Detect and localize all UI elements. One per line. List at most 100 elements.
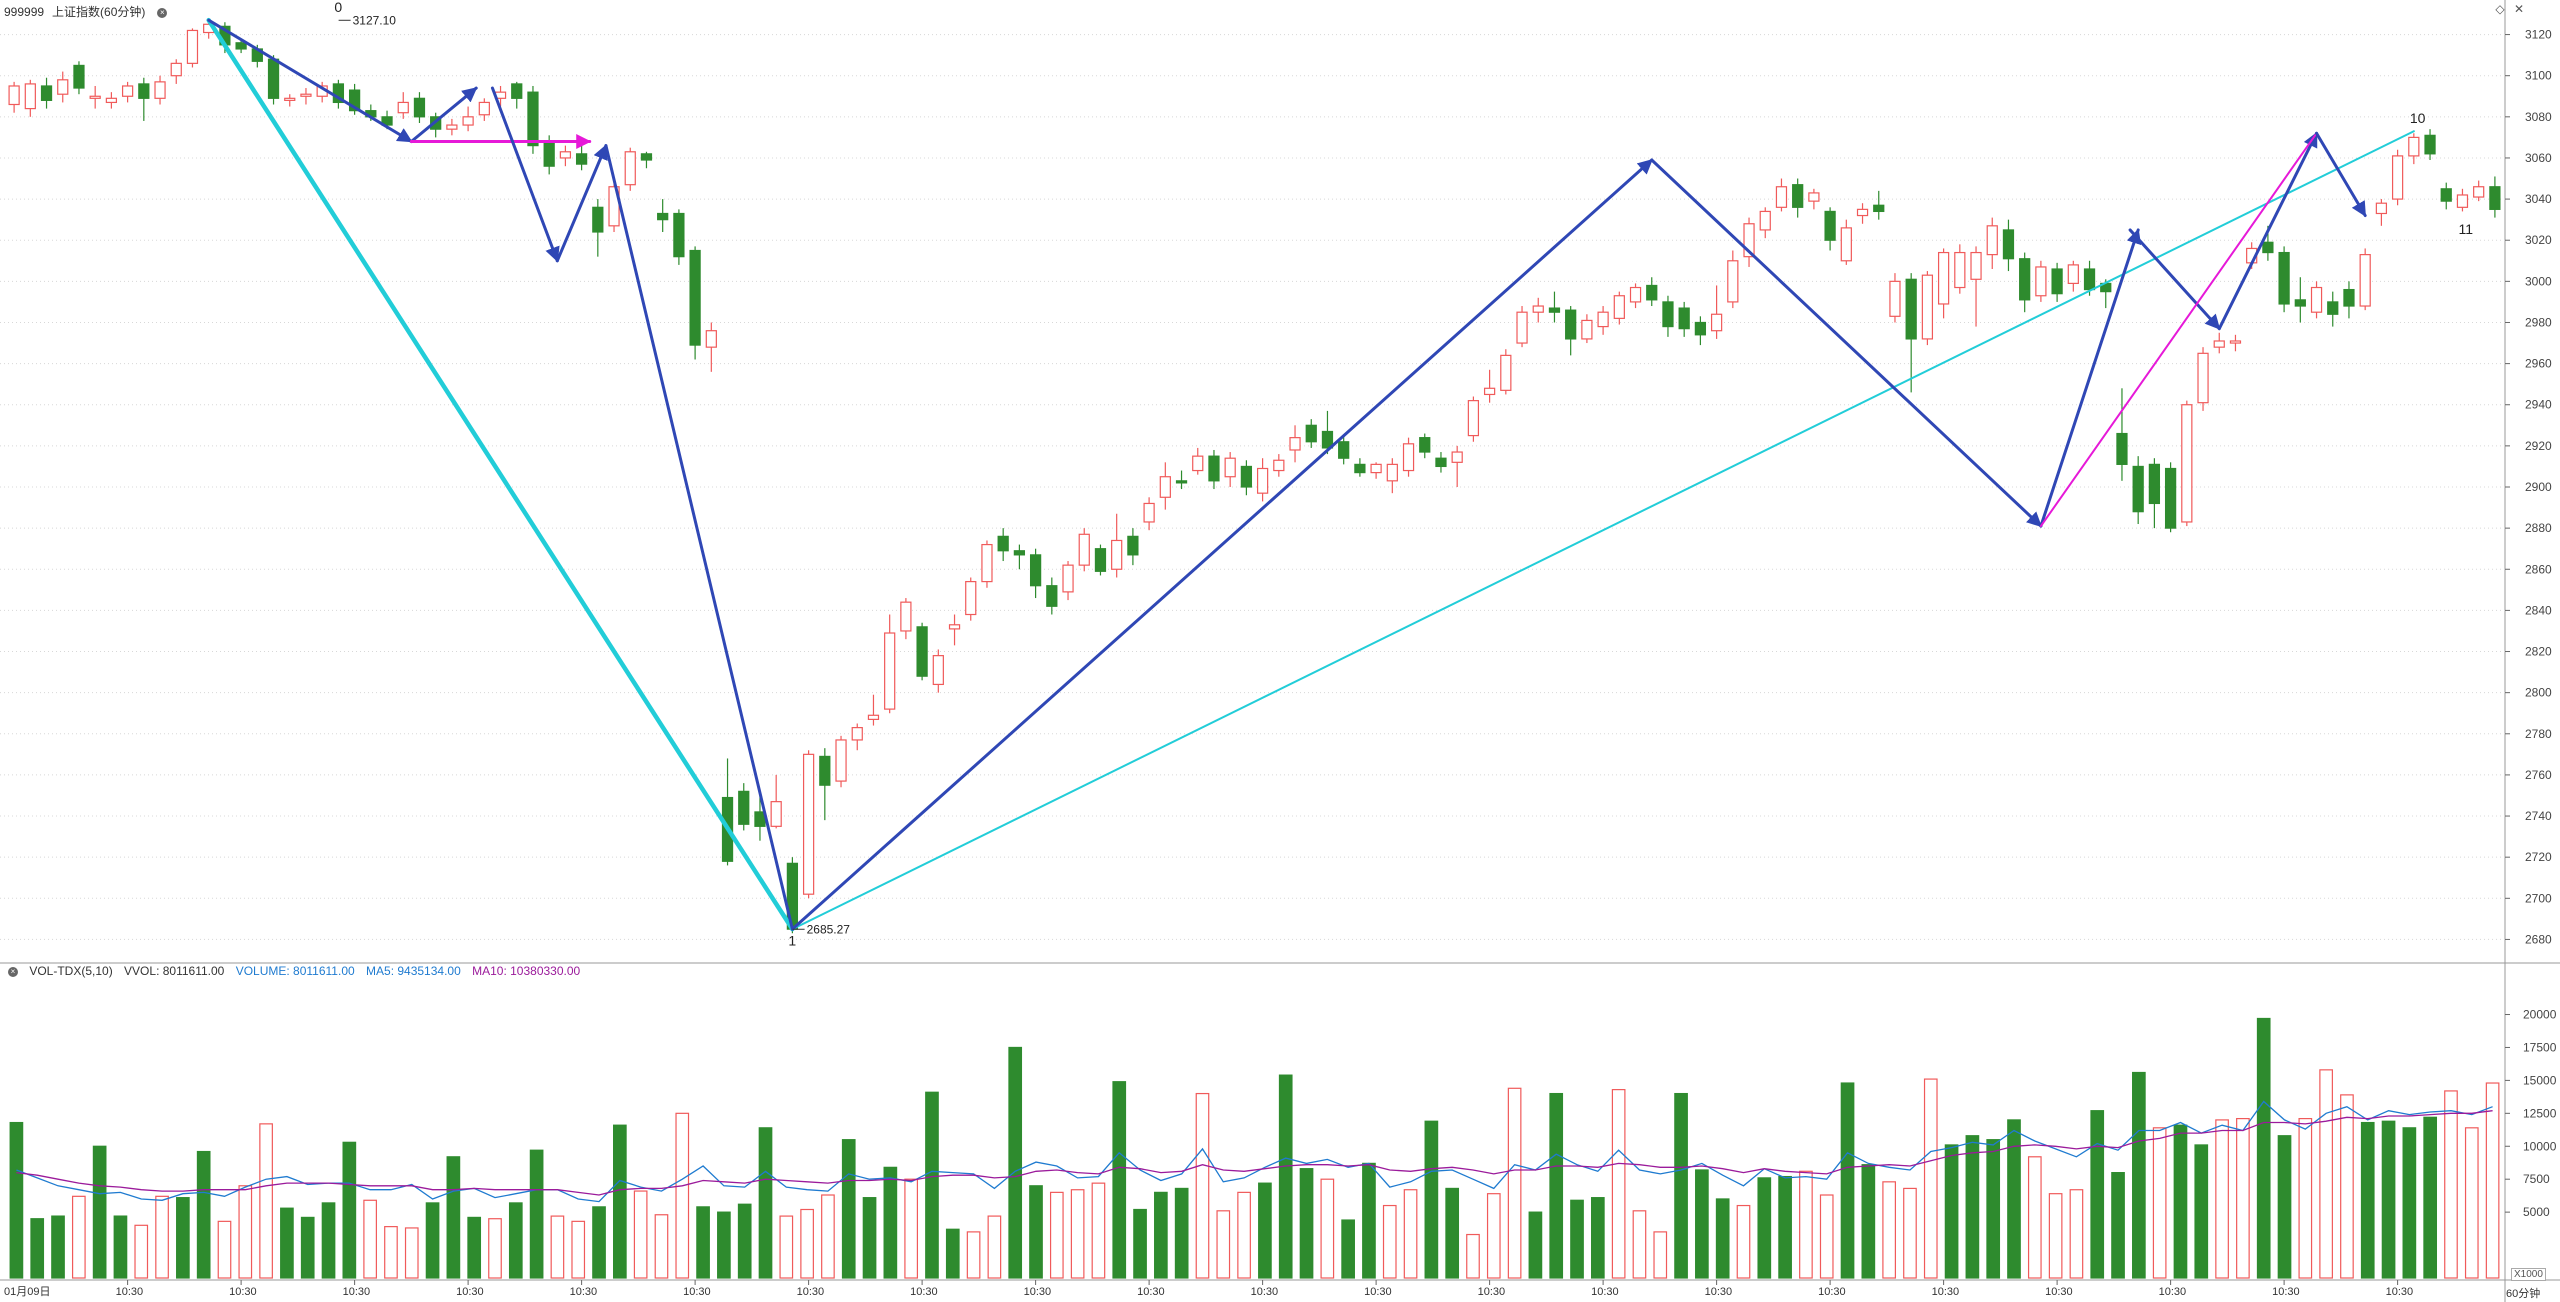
volume-bar bbox=[2236, 1117, 2250, 1279]
volume-bar bbox=[1507, 1087, 1522, 1279]
price-tick-label: 3060 bbox=[2525, 151, 2552, 165]
wave-line bbox=[490, 86, 560, 263]
candle-body bbox=[1338, 441, 1350, 459]
candle-body bbox=[2408, 136, 2420, 157]
volume-bar bbox=[883, 1166, 898, 1279]
price-tick-label: 2840 bbox=[2525, 603, 2552, 617]
volume-bar bbox=[2215, 1119, 2229, 1279]
volume-bar bbox=[1195, 1092, 1210, 1279]
candle-body bbox=[900, 601, 912, 632]
volume-bar bbox=[217, 1220, 232, 1279]
candle-body bbox=[2148, 463, 2161, 505]
candle-body bbox=[1565, 309, 1577, 340]
price-tick-label: 2900 bbox=[2525, 480, 2552, 494]
x-tick-label: 10:30 bbox=[910, 1286, 938, 1298]
volume-bar bbox=[134, 1224, 149, 1279]
volume-bar bbox=[51, 1215, 65, 1279]
candle-body bbox=[1986, 225, 1998, 256]
volume-bar bbox=[2444, 1090, 2458, 1279]
candle-body bbox=[1386, 463, 1398, 482]
volume-bar bbox=[2048, 1193, 2063, 1279]
candle-body bbox=[867, 714, 880, 720]
candle-body bbox=[2116, 432, 2128, 465]
candle-body bbox=[2083, 268, 2096, 291]
volume-bar bbox=[71, 1195, 86, 1279]
volume-bar bbox=[384, 1226, 398, 1279]
ma5-value: MA5: 9435134.00 bbox=[366, 964, 461, 978]
candle-body bbox=[446, 124, 458, 130]
indicator-circle-icon[interactable]: × bbox=[8, 966, 18, 977]
candle-body bbox=[1937, 251, 1950, 305]
candle-body bbox=[1094, 548, 1107, 572]
volume-bar bbox=[862, 1197, 877, 1279]
x-tick-label: 10:30 bbox=[2272, 1286, 2300, 1298]
volume-bar bbox=[2132, 1071, 2146, 1279]
volume-bar bbox=[633, 1190, 648, 1279]
candle-body bbox=[1905, 278, 1917, 340]
candle-body bbox=[1743, 223, 1755, 258]
x-tick-label: 10:30 bbox=[1705, 1286, 1733, 1298]
candle-body bbox=[1127, 535, 1139, 556]
symbol-code: 999999 bbox=[4, 5, 45, 19]
candle-body bbox=[1467, 400, 1480, 437]
candle-body bbox=[1111, 539, 1123, 570]
wave-line bbox=[2039, 132, 2318, 528]
candle-body bbox=[1500, 354, 1512, 391]
candle-body bbox=[1402, 443, 1415, 472]
volume-bar bbox=[1736, 1204, 1751, 1279]
volume-bar bbox=[800, 1208, 814, 1279]
volume-bar bbox=[1986, 1139, 2001, 1279]
diamond-restore-icon[interactable]: ◇ bbox=[2495, 2, 2505, 16]
volume-bar bbox=[2007, 1119, 2021, 1279]
volume-bar bbox=[2173, 1124, 2188, 1279]
candle-body bbox=[2391, 155, 2404, 200]
volume-bar bbox=[2381, 1120, 2396, 1279]
candle-body bbox=[2067, 264, 2079, 285]
candle-body bbox=[1548, 307, 1561, 313]
candle-body bbox=[1629, 286, 1642, 303]
volume-bar bbox=[737, 1203, 752, 1279]
candle-body bbox=[1694, 321, 1707, 336]
volume-bar bbox=[2298, 1117, 2313, 1279]
volume-bar bbox=[467, 1216, 482, 1279]
volume-bar bbox=[571, 1220, 586, 1279]
volume-bar bbox=[196, 1150, 211, 1279]
close-x-icon[interactable]: ✕ bbox=[2513, 2, 2524, 16]
candle-body bbox=[40, 85, 53, 101]
volume-tick-label: 10000 bbox=[2523, 1139, 2557, 1153]
candle-body bbox=[89, 95, 101, 99]
x-tick-label: 10:30 bbox=[1478, 1286, 1506, 1298]
candle-body bbox=[1013, 550, 1026, 556]
volume-bar bbox=[1008, 1046, 1023, 1279]
candle-body bbox=[1159, 476, 1171, 498]
volume-bar bbox=[9, 1121, 24, 1279]
candle-body bbox=[511, 83, 523, 99]
chart-header: 999999 上证指数(60分钟) × bbox=[4, 3, 175, 20]
volume-bar bbox=[1029, 1185, 1043, 1279]
candle-body bbox=[1597, 311, 1609, 328]
wave-line bbox=[1650, 158, 2043, 528]
candle-body bbox=[2051, 268, 2063, 295]
volume-bar bbox=[1778, 1175, 1792, 1279]
volume-tick-label: 5000 bbox=[2523, 1205, 2550, 1219]
volume-bar bbox=[2111, 1172, 2125, 1279]
wave-line bbox=[790, 158, 1654, 931]
candle-body bbox=[819, 755, 831, 786]
price-tick-label: 3120 bbox=[2525, 28, 2552, 42]
volume-bar bbox=[1923, 1078, 1938, 1279]
volume-bar bbox=[446, 1156, 461, 1279]
price-tick-label: 2720 bbox=[2525, 850, 2552, 864]
volume-bar bbox=[1382, 1204, 1397, 1279]
volume-bar bbox=[925, 1091, 939, 1279]
candle-body bbox=[1273, 459, 1285, 472]
price-tick-label: 2700 bbox=[2525, 891, 2552, 905]
extreme-price-label: 3127.10 bbox=[353, 13, 397, 27]
volume-bar bbox=[342, 1141, 357, 1279]
volume-bar bbox=[945, 1228, 960, 1279]
candle-body bbox=[381, 116, 393, 126]
volume-bar bbox=[2464, 1127, 2479, 1279]
candle-body bbox=[2132, 465, 2144, 513]
candle-body bbox=[284, 97, 296, 101]
volume-bar bbox=[966, 1231, 981, 1279]
close-circle-icon[interactable]: × bbox=[157, 7, 168, 18]
